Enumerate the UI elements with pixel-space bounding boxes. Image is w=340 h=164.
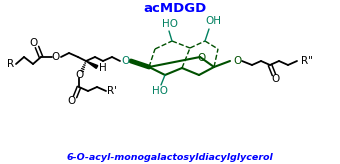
Text: R: R [7, 59, 15, 69]
Text: R": R" [301, 56, 313, 66]
Text: O: O [52, 52, 60, 62]
Text: O: O [271, 74, 279, 84]
Text: H: H [99, 63, 107, 73]
Text: acMDGD: acMDGD [143, 2, 207, 16]
Text: O: O [30, 38, 38, 48]
Polygon shape [86, 61, 98, 68]
Text: HO: HO [152, 86, 168, 96]
Text: O: O [68, 96, 76, 106]
Text: O: O [122, 56, 130, 66]
Text: HO: HO [162, 19, 178, 29]
Text: O: O [75, 70, 83, 80]
Text: O: O [233, 56, 241, 66]
Text: O: O [198, 53, 206, 63]
Text: OH: OH [205, 16, 221, 26]
Text: R': R' [107, 86, 117, 96]
Text: 6-O-acyl-monogalactosyldiacylglycerol: 6-O-acyl-monogalactosyldiacylglycerol [67, 153, 273, 162]
